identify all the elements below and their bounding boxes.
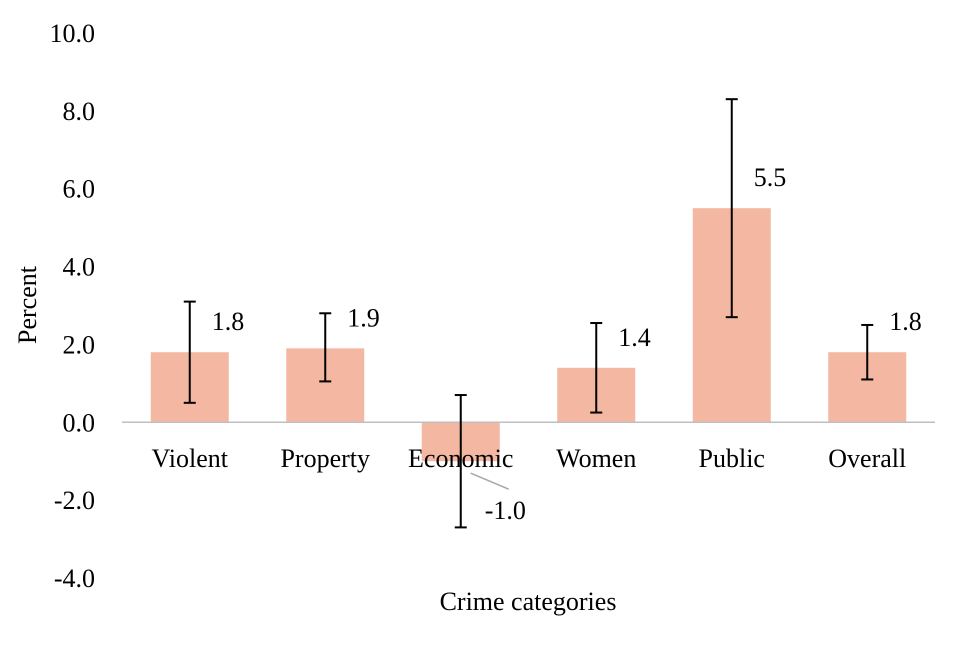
data-label: 5.5: [754, 163, 787, 192]
category-label: Violent: [152, 444, 229, 473]
bars: [150, 208, 907, 462]
y-axis-ticks: -4.0 -2.0 0.0 2.0 4.0 6.0 8.0 10.0: [50, 19, 96, 593]
error-bar: [183, 300, 196, 404]
y-tick-label: 0.0: [63, 408, 96, 437]
category-label: Property: [280, 444, 370, 473]
category-label: Women: [556, 444, 636, 473]
data-label: 1.9: [347, 303, 380, 332]
y-tick-label: 10.0: [50, 19, 96, 48]
category-label: Economic: [408, 444, 513, 473]
y-tick-label: -4.0: [54, 564, 95, 593]
data-label: 1.8: [889, 307, 922, 336]
error-bar: [590, 322, 603, 414]
data-label: 1.4: [618, 323, 651, 352]
category-label: Overall: [828, 444, 906, 473]
data-labels: 1.8 1.9 -1.0 1.4 5.5 1.8: [212, 163, 922, 525]
y-axis-title: Percent: [13, 265, 42, 344]
category-labels: Violent Property Economic Women Public Overal…: [152, 444, 907, 473]
error-bars: [183, 98, 874, 529]
y-tick-label: 6.0: [63, 175, 96, 204]
error-bar: [319, 312, 332, 383]
error-bar: [454, 394, 467, 529]
category-label: Public: [699, 444, 765, 473]
y-tick-label: 8.0: [63, 97, 96, 126]
error-bar: [861, 323, 874, 381]
y-tick-label: 4.0: [63, 253, 96, 282]
y-tick-label: 2.0: [63, 330, 96, 359]
y-tick-label: -2.0: [54, 486, 95, 515]
data-label: 1.8: [212, 307, 245, 336]
error-bar: [725, 98, 738, 319]
data-label: -1.0: [485, 496, 526, 525]
leader-line: [470, 472, 510, 490]
x-axis-title: Crime categories: [440, 587, 617, 616]
